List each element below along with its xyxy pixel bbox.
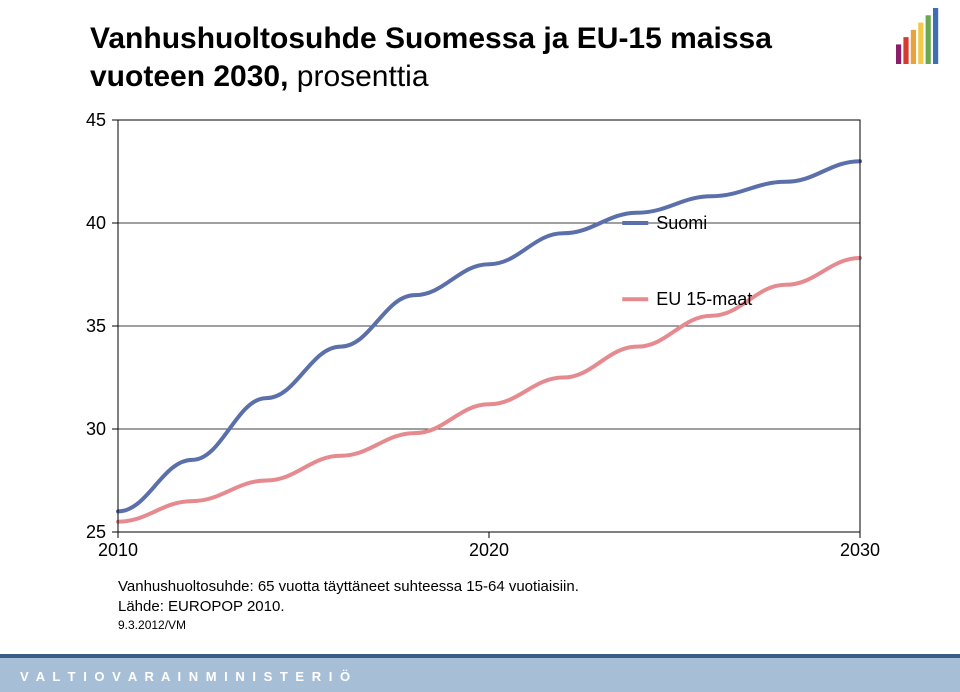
svg-text:30: 30 — [86, 419, 106, 439]
footer-bar: V A L T I O V A R A I N M I N I S T E R … — [0, 658, 960, 692]
chart-source: Lähde: EUROPOP 2010. — [118, 598, 285, 615]
svg-text:Suomi: Suomi — [656, 213, 707, 233]
chart-note: Vanhushuoltosuhde: 65 vuotta täyttäneet … — [118, 578, 579, 595]
svg-text:25: 25 — [86, 522, 106, 542]
slide: Vanhushuoltosuhde Suomessa ja EU-15 mais… — [0, 0, 960, 692]
logo-svg — [896, 8, 942, 68]
chart-svg: 25 30 35 40 45 2010 2020 2030 Suomi EU 15-maat — [60, 110, 900, 570]
logo — [896, 8, 942, 68]
svg-text:EU 15-maat: EU 15-maat — [656, 289, 752, 309]
svg-text:35: 35 — [86, 316, 106, 336]
svg-text:45: 45 — [86, 110, 106, 130]
svg-text:40: 40 — [86, 213, 106, 233]
chart-date: 9.3.2012/VM — [118, 618, 186, 632]
svg-text:2030: 2030 — [840, 540, 880, 560]
title-line2-bold: vuoteen 2030, — [90, 60, 297, 93]
chart: 25 30 35 40 45 2010 2020 2030 Suomi EU 15-maat — [60, 110, 900, 570]
ministry-logo: V A L T I O V A R A I N M I N I S T E R … — [20, 666, 420, 686]
svg-text:2010: 2010 — [98, 540, 138, 560]
title-line1: Vanhushuoltosuhde Suomessa ja EU-15 mais… — [90, 22, 772, 55]
slide-title: Vanhushuoltosuhde Suomessa ja EU-15 mais… — [90, 20, 870, 95]
title-line2-rest: prosenttia — [297, 60, 429, 93]
svg-text:V A L T I O V A R A I N M I N: V A L T I O V A R A I N M I N I S T E R … — [20, 669, 352, 684]
svg-text:2020: 2020 — [469, 540, 509, 560]
